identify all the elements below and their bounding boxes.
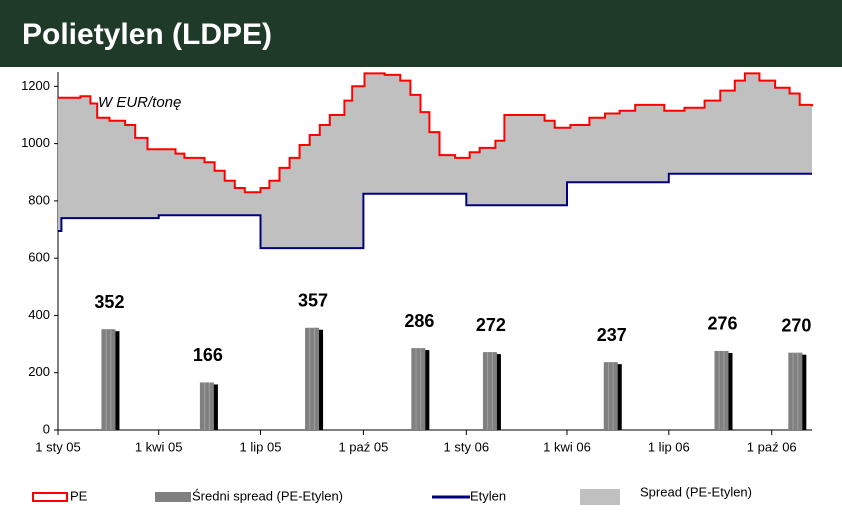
legend-swatch: [580, 489, 620, 505]
data-label: 276: [707, 314, 737, 334]
line-pe: [58, 72, 813, 194]
data-label: 166: [193, 345, 223, 365]
x-tick-label: 1 lip 06: [648, 439, 690, 454]
data-label: 237: [597, 325, 627, 345]
chart-title: Polietylen (LDPE): [22, 18, 272, 51]
data-label: 352: [94, 292, 124, 312]
x-tick-label: 1 paź 06: [747, 439, 797, 454]
bar: [788, 352, 803, 430]
legend-swatch: [32, 492, 68, 502]
annotation: W EUR/tonę: [98, 94, 181, 111]
y-tick-label: 400: [28, 307, 50, 322]
data-label: 270: [781, 315, 811, 335]
y-tick-label: 600: [28, 250, 50, 265]
x-tick-label: 1 sty 05: [35, 439, 81, 454]
plot: 0 200 400 600 800 1000 1200 1 sty 05 1 kwi 05 1 l…: [21, 72, 813, 505]
legend-label: PE: [70, 488, 88, 503]
legend-label: Etylen: [470, 488, 506, 503]
spread-area: [58, 73, 812, 249]
data-label: 286: [404, 311, 434, 331]
bar: [305, 327, 320, 430]
bar: [482, 352, 497, 430]
bar: [101, 329, 116, 430]
y-tick-label: 1200: [21, 78, 50, 93]
y-tick-label: 800: [28, 192, 50, 207]
legend-swatch: [155, 492, 191, 502]
x-tick-label: 1 lip 05: [240, 439, 282, 454]
y-tick-label: 200: [28, 364, 50, 379]
x-tick-label: 1 kwi 05: [135, 439, 183, 454]
data-label: 357: [298, 291, 328, 311]
bar: [411, 348, 426, 430]
y-tick-label: 0: [43, 421, 50, 436]
x-tick-label: 1 kwi 06: [543, 439, 591, 454]
x-tick-label: 1 paź 05: [338, 439, 388, 454]
x-tick-label: 1 sty 06: [444, 439, 490, 454]
y-tick-label: 1000: [21, 135, 50, 150]
legend-label: Spread (PE-Etylen): [640, 484, 752, 499]
legend-label: Średni spread (PE-Etylen): [192, 488, 343, 503]
bar: [714, 350, 729, 430]
bar: [199, 382, 214, 430]
line-etylen: [58, 172, 812, 250]
header-band: [0, 0, 842, 67]
bar: [603, 362, 618, 430]
data-label: 272: [476, 315, 506, 335]
